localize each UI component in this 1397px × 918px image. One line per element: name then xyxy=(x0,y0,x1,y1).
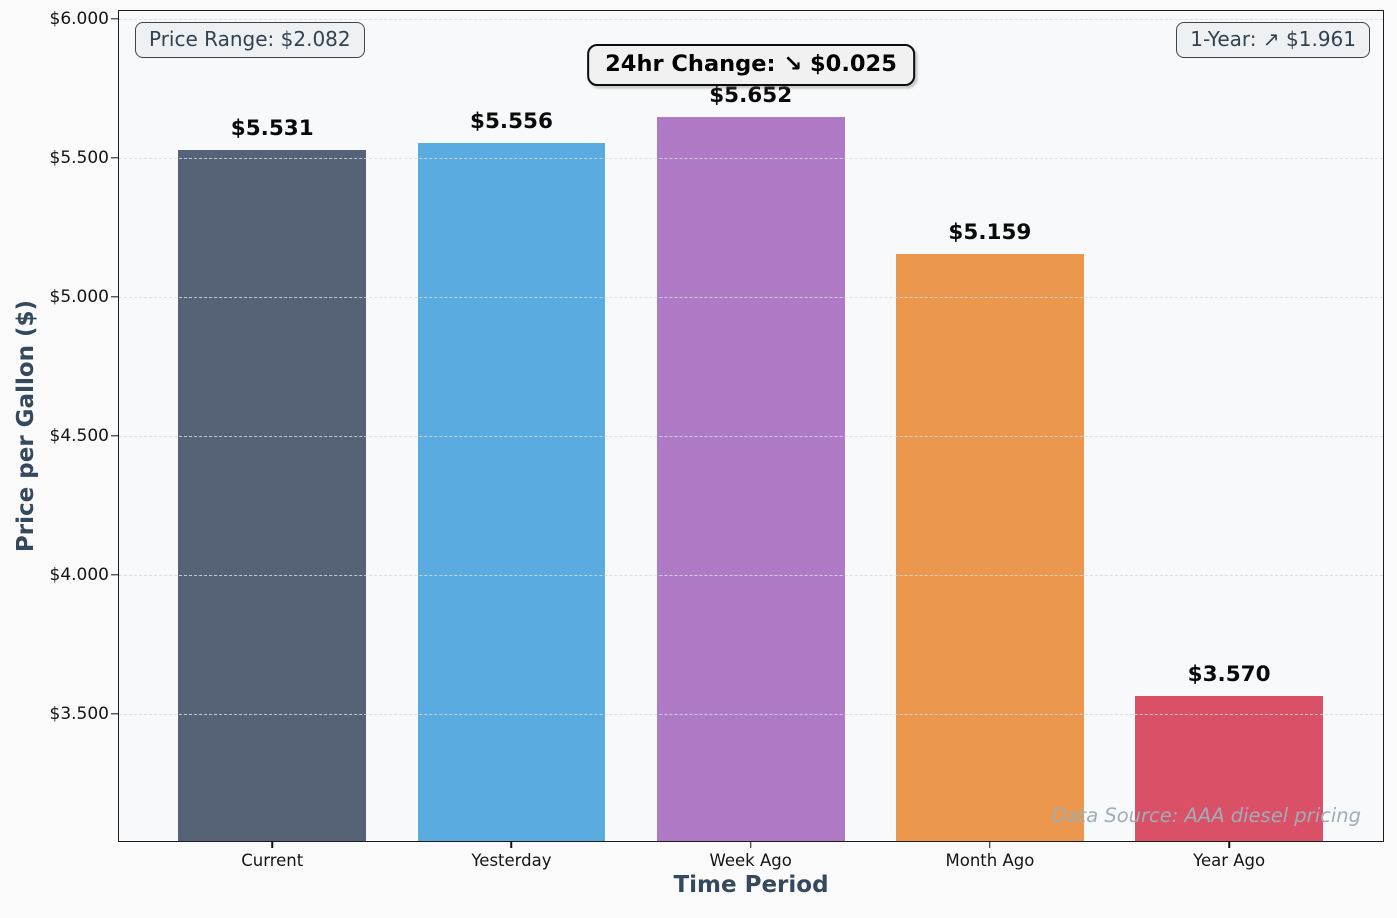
bar-current xyxy=(177,149,368,841)
y-gridline xyxy=(119,158,1383,160)
bar-slot-year-ago: $3.570 Year Ago xyxy=(1134,11,1324,870)
y-gridline xyxy=(119,297,1383,299)
one-year-annotation: 1-Year: ↗ $1.961 xyxy=(1176,22,1370,58)
y-tick-mark xyxy=(111,18,119,20)
y-tick-label: $3.500 xyxy=(49,703,109,724)
bar-slot-month-ago: $5.159 Month Ago xyxy=(895,11,1085,870)
y-tick-mark xyxy=(111,296,119,298)
x-tick-label: Week Ago xyxy=(709,851,792,870)
x-tick-mark xyxy=(749,841,752,848)
y-gridline xyxy=(119,19,1383,21)
x-tick-mark xyxy=(271,841,273,848)
bar-week-ago xyxy=(655,115,846,841)
x-tick-label: Month Ago xyxy=(945,851,1035,870)
bar-value-label: $5.531 xyxy=(230,116,314,142)
x-tick-label: Current xyxy=(241,851,304,870)
price-range-annotation: Price Range: $2.082 xyxy=(135,22,365,58)
bar-value-label: $3.570 xyxy=(1187,661,1271,687)
y-gridline xyxy=(119,713,1383,715)
y-tick-label: $6.000 xyxy=(49,9,109,30)
bar-month-ago xyxy=(895,252,1085,841)
y-tick-mark xyxy=(111,157,119,159)
x-axis-title: Time Period xyxy=(673,872,829,898)
y-tick-label: $4.000 xyxy=(49,564,109,585)
bar-slot-week-ago: $5.652 Week Ago xyxy=(655,11,846,870)
y-tick-label: $4.500 xyxy=(49,426,109,446)
x-tick-label: Year Ago xyxy=(1193,851,1266,870)
data-source-watermark: Data Source: AAA diesel pricing xyxy=(1051,804,1361,827)
bar-value-label: $5.159 xyxy=(948,219,1032,245)
x-tick-mark xyxy=(989,841,991,848)
y-tick-mark xyxy=(111,574,119,576)
y-axis-title: Price per Gallon ($) xyxy=(13,299,39,553)
bar-yesterday xyxy=(416,142,607,841)
y-tick-label: $5.000 xyxy=(49,287,109,308)
y-tick-mark xyxy=(111,713,119,715)
x-tick-label: Yesterday xyxy=(471,851,552,870)
y-gridline xyxy=(119,574,1383,576)
y-tick-label: $5.500 xyxy=(49,148,109,169)
plot-area: Price Range: $2.082 24hr Change: ↘ $0.02… xyxy=(50,9,1384,870)
change-24hr-annotation: 24hr Change: ↘ $0.025 xyxy=(587,44,915,86)
y-tick-mark xyxy=(111,435,119,437)
bar-slot-yesterday: $5.556 Yesterday xyxy=(416,11,607,870)
bar-year-ago xyxy=(1134,694,1324,841)
bar-slot-current: $5.531 Current xyxy=(177,11,368,870)
x-tick-mark xyxy=(510,841,513,848)
x-tick-mark xyxy=(1228,841,1230,848)
bar-value-label: $5.652 xyxy=(709,82,793,108)
bar-value-label: $5.556 xyxy=(469,109,553,135)
y-gridline xyxy=(119,436,1383,437)
